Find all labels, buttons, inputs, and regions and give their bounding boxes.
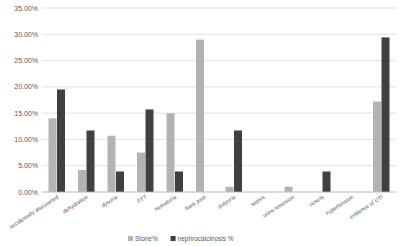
bar — [57, 89, 65, 192]
bar — [146, 109, 154, 192]
y-tick-label: 5.00% — [18, 162, 38, 169]
legend-swatch — [171, 236, 176, 241]
bar — [382, 37, 390, 192]
y-tick-label: 10.00% — [14, 136, 38, 143]
bar — [373, 102, 381, 192]
x-tick-label: rickets — [308, 194, 325, 208]
y-tick-label: 25.00% — [14, 57, 38, 64]
y-tick-label: 30.00% — [14, 31, 38, 38]
grid-line — [42, 60, 396, 61]
legend: Stone% nephrocalcinosis % — [128, 235, 234, 243]
bar — [167, 113, 175, 192]
grid-line — [42, 86, 396, 87]
x-tick-label: polyuria — [217, 193, 237, 209]
legend-label: nephrocalcinosis % — [178, 235, 234, 243]
grid-line — [42, 113, 396, 114]
bar — [137, 153, 145, 192]
legend-swatch — [128, 236, 133, 241]
y-tick-label: 0.00% — [18, 189, 38, 196]
y-tick-label: 15.00% — [14, 110, 38, 117]
bar — [226, 187, 234, 192]
x-tick-label: sepsis — [249, 194, 266, 208]
chart: 0.00% 5.00% 10.00% 15.00% 20.00% 25.00% 30.00%… — [0, 0, 400, 246]
bar — [49, 118, 57, 192]
bar — [87, 130, 95, 192]
y-tick-label: 35.00% — [14, 5, 38, 12]
bar — [234, 130, 242, 192]
grid-line — [42, 139, 396, 140]
bar — [78, 170, 86, 192]
y-tick-label: 20.00% — [14, 83, 38, 90]
x-tick-label: evidence of UTI — [348, 194, 384, 220]
grid-line — [42, 34, 396, 35]
legend-label: Stone% — [135, 235, 158, 242]
x-tick-label: FTT — [136, 193, 148, 204]
x-tick-label: dysuria — [100, 193, 119, 208]
grid-line — [42, 192, 396, 193]
bars — [49, 37, 390, 192]
bar — [285, 187, 293, 192]
bar — [175, 171, 183, 192]
bar — [116, 171, 124, 192]
x-tick-label: flank pain — [184, 194, 207, 212]
grid-line — [42, 8, 396, 9]
bar — [196, 40, 204, 192]
bar — [108, 136, 116, 192]
x-tick-label: dehydration — [61, 194, 88, 215]
grid-line — [42, 165, 396, 166]
x-tick-label: urine retension — [262, 194, 296, 219]
x-axis — [42, 192, 396, 193]
bar — [323, 171, 331, 192]
x-tick-label: accidentally discovered — [8, 194, 59, 230]
x-tick-label: hematuria — [154, 193, 179, 212]
